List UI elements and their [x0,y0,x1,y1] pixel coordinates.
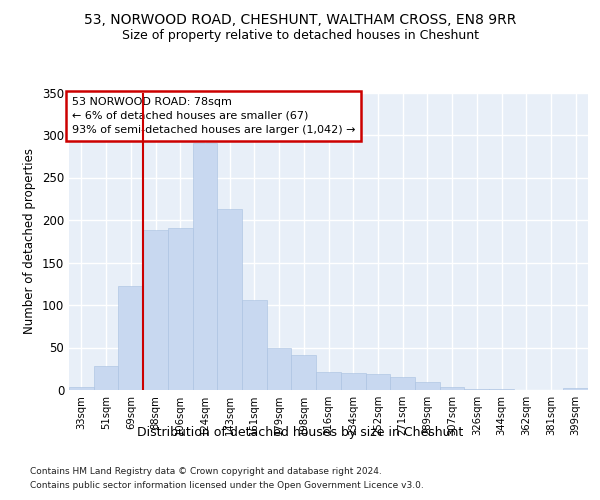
Text: Distribution of detached houses by size in Cheshunt: Distribution of detached houses by size … [137,426,463,439]
Bar [341,373,365,390]
Bar [118,286,143,390]
Text: 53, NORWOOD ROAD, CHESHUNT, WALTHAM CROSS, EN8 9RR: 53, NORWOOD ROAD, CHESHUNT, WALTHAM CROS… [84,13,516,27]
Bar [242,300,267,390]
Bar [217,209,242,390]
Bar [390,377,415,390]
Text: Contains public sector information licensed under the Open Government Licence v3: Contains public sector information licen… [30,480,424,490]
Bar [316,372,341,390]
Text: Size of property relative to detached houses in Cheshunt: Size of property relative to detached ho… [121,28,479,42]
Bar [440,388,464,390]
Bar [193,142,217,390]
Bar [365,374,390,390]
Bar [143,230,168,390]
Bar [415,382,440,390]
Bar [94,366,118,390]
Bar [69,388,94,390]
Bar [563,388,588,390]
Text: Contains HM Land Registry data © Crown copyright and database right 2024.: Contains HM Land Registry data © Crown c… [30,466,382,475]
Bar [292,355,316,390]
Bar [489,389,514,390]
Y-axis label: Number of detached properties: Number of detached properties [23,148,37,334]
Bar [267,348,292,390]
Bar [168,228,193,390]
Bar [464,389,489,390]
Text: 53 NORWOOD ROAD: 78sqm
← 6% of detached houses are smaller (67)
93% of semi-deta: 53 NORWOOD ROAD: 78sqm ← 6% of detached … [71,97,355,135]
